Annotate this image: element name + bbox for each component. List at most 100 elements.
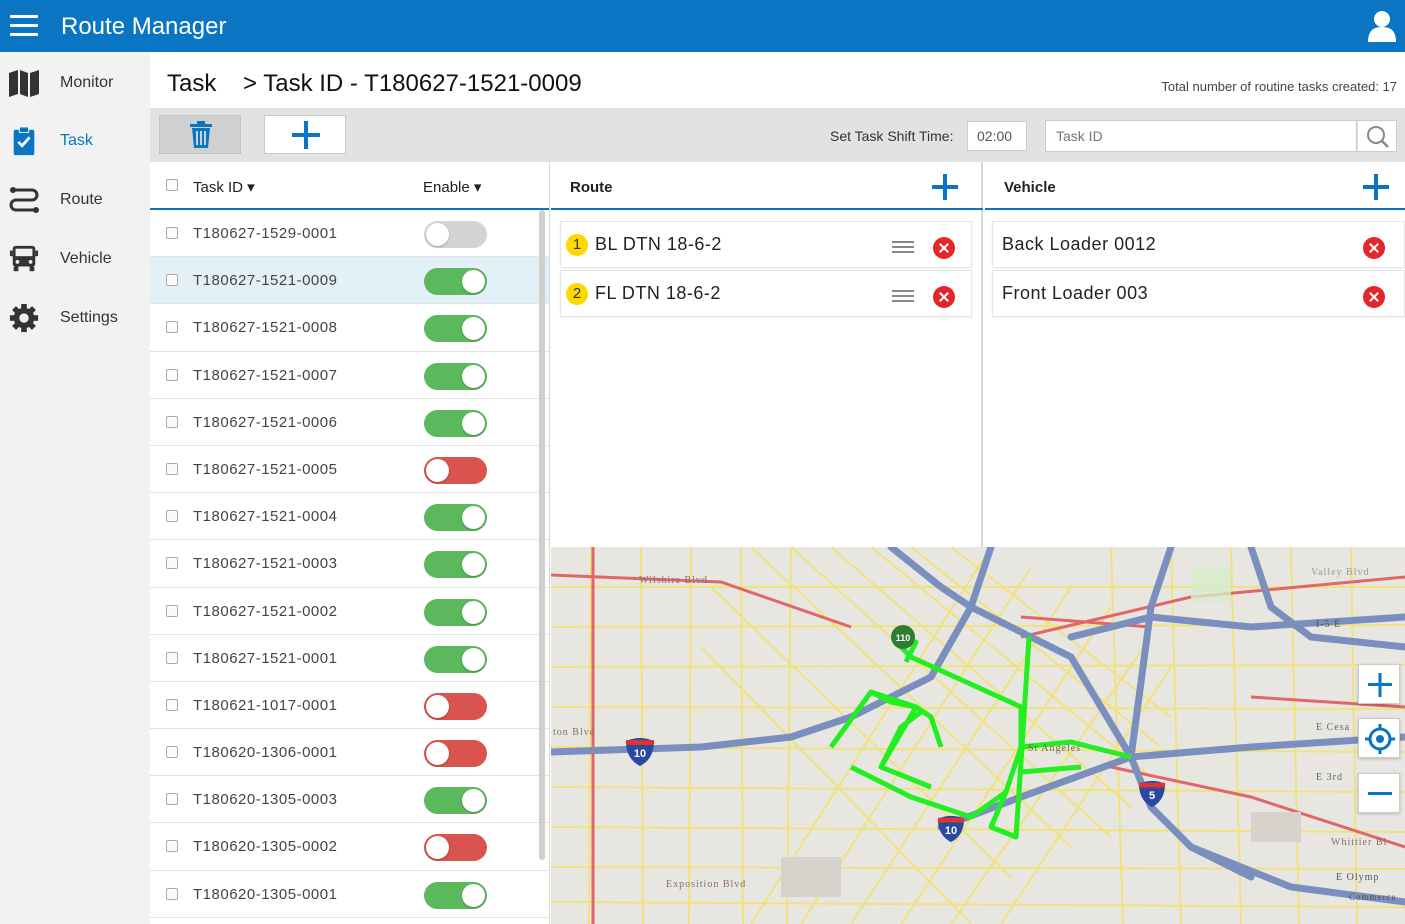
enable-toggle[interactable]: [424, 692, 487, 720]
enable-toggle[interactable]: [424, 315, 487, 343]
vehicle-list-item[interactable]: Back Loader 0012: [992, 221, 1405, 268]
route-map[interactable]: Wilshire Blvd ton Blvd St Angeles Exposi…: [551, 547, 1405, 924]
task-row[interactable]: T180620-1305-0003: [150, 776, 549, 824]
row-checkbox[interactable]: [166, 321, 178, 334]
task-row[interactable]: T180627-1521-0008: [150, 304, 549, 352]
enable-toggle[interactable]: [424, 221, 487, 248]
enable-toggle[interactable]: [424, 787, 487, 815]
row-checkbox[interactable]: [166, 651, 178, 664]
interstate-number: 5: [1148, 790, 1156, 802]
vehicle-name: Front Loader 003: [1002, 283, 1149, 303]
remove-route-button[interactable]: [933, 237, 955, 259]
toggle-knob: [426, 742, 449, 766]
delete-button[interactable]: [159, 115, 241, 154]
remove-vehicle-button[interactable]: [1363, 286, 1385, 308]
row-checkbox[interactable]: [166, 887, 178, 900]
task-list-scrollbar[interactable]: [539, 210, 545, 860]
task-row[interactable]: T180627-1521-0005: [150, 445, 549, 494]
task-row[interactable]: T180620-1305-0001: [150, 870, 549, 918]
state-route-shield-icon: [891, 625, 915, 649]
enable-toggle[interactable]: [424, 598, 487, 626]
sidebar-item-settings[interactable]: Settings: [0, 289, 150, 345]
remove-vehicle-button[interactable]: [1363, 237, 1385, 259]
map-street-label: Exposition Blvd: [666, 879, 747, 890]
map-icon: [9, 70, 39, 97]
row-checkbox[interactable]: [166, 462, 178, 475]
enable-toggle[interactable]: [424, 645, 487, 673]
row-checkbox[interactable]: [166, 368, 178, 381]
route-name: BL DTN 18-6-2: [595, 234, 722, 254]
enable-toggle[interactable]: [424, 409, 487, 437]
vehicle-list-item[interactable]: Front Loader 003: [992, 270, 1405, 317]
drag-handle-icon[interactable]: [892, 290, 914, 302]
enable-toggle[interactable]: [424, 834, 487, 862]
enable-toggle[interactable]: [424, 362, 487, 390]
remove-route-button[interactable]: [933, 286, 955, 308]
sidebar-item-vehicle[interactable]: Vehicle: [0, 230, 150, 286]
interstate-number: 10: [944, 825, 958, 837]
breadcrumb-root[interactable]: Task: [167, 70, 217, 97]
task-row[interactable]: T180627-1521-0004: [150, 493, 549, 541]
add-vehicle-button[interactable]: [1361, 172, 1391, 202]
enable-toggle[interactable]: [424, 456, 487, 484]
sidebar-item-task[interactable]: Task: [0, 112, 150, 168]
task-row[interactable]: T180620-1305-0002: [150, 823, 549, 871]
column-header-task-id[interactable]: Task ID ▾: [193, 179, 255, 196]
sidebar-item-monitor[interactable]: Monitor: [0, 54, 150, 110]
select-all-checkbox[interactable]: [166, 179, 178, 191]
task-row[interactable]: T180627-1521-0006: [150, 398, 549, 446]
row-checkbox[interactable]: [166, 510, 178, 523]
app-title: Route Manager: [61, 13, 227, 40]
plus-icon: [1368, 673, 1392, 697]
task-row[interactable]: T180627-1529-0001: [150, 210, 549, 258]
locate-me-button[interactable]: [1358, 718, 1400, 758]
enable-toggle[interactable]: [424, 268, 487, 296]
enable-toggle[interactable]: [424, 551, 487, 579]
task-row[interactable]: T180627-1521-0002: [150, 587, 549, 635]
plus-icon: [292, 121, 320, 149]
row-checkbox[interactable]: [166, 746, 178, 759]
zoom-out-button[interactable]: [1358, 773, 1400, 813]
task-id-search-input[interactable]: [1045, 120, 1357, 152]
sidebar-item-route[interactable]: Route: [0, 171, 150, 227]
toggle-knob: [462, 883, 485, 907]
top-app-bar: Route Manager: [0, 0, 1405, 52]
task-row[interactable]: T180627-1521-0007: [150, 351, 549, 399]
add-task-button[interactable]: [264, 115, 346, 154]
task-id-cell: T180627-1521-0007: [193, 366, 338, 384]
task-row[interactable]: T180627-1521-0001: [150, 634, 549, 682]
task-row[interactable]: T180627-1521-0003: [150, 540, 549, 588]
enable-toggle[interactable]: [424, 881, 487, 909]
row-checkbox[interactable]: [166, 557, 178, 570]
row-checkbox[interactable]: [166, 840, 178, 853]
map-tiles: [551, 547, 1405, 924]
row-checkbox[interactable]: [166, 415, 178, 428]
sidebar-item-label: Monitor: [60, 74, 114, 91]
search-button[interactable]: [1357, 120, 1397, 152]
enable-toggle[interactable]: [424, 504, 487, 532]
vehicle-panel: Vehicle Back Loader 0012 Front Loader 00…: [985, 162, 1405, 547]
user-icon[interactable]: [1367, 10, 1397, 42]
drag-handle-icon[interactable]: [892, 241, 914, 253]
row-checkbox[interactable]: [166, 274, 178, 287]
zoom-in-button[interactable]: [1358, 664, 1400, 704]
route-list-item[interactable]: 1 BL DTN 18-6-2: [560, 221, 972, 268]
column-header-enable[interactable]: Enable ▾: [423, 179, 482, 196]
task-row[interactable]: T180621-1017-0001: [150, 681, 549, 730]
row-checkbox[interactable]: [166, 793, 178, 806]
row-checkbox[interactable]: [166, 227, 178, 239]
vehicle-name: Back Loader 0012: [1002, 234, 1157, 254]
row-checkbox[interactable]: [166, 698, 178, 711]
enable-toggle[interactable]: [424, 740, 487, 768]
task-row[interactable]: T180620-1306-0001: [150, 729, 549, 777]
menu-icon[interactable]: [10, 15, 38, 37]
task-id-cell: T180627-1521-0004: [193, 508, 338, 526]
task-id-cell: T180620-1305-0002: [193, 838, 338, 856]
task-row[interactable]: T180627-1521-0009: [150, 257, 549, 305]
shift-time-input[interactable]: [967, 121, 1027, 151]
row-checkbox[interactable]: [166, 604, 178, 617]
route-list-item[interactable]: 2 FL DTN 18-6-2: [560, 270, 972, 317]
add-route-button[interactable]: [930, 172, 960, 202]
search-icon: [1367, 126, 1389, 148]
toolbar: Set Task Shift Time:: [150, 108, 1405, 162]
